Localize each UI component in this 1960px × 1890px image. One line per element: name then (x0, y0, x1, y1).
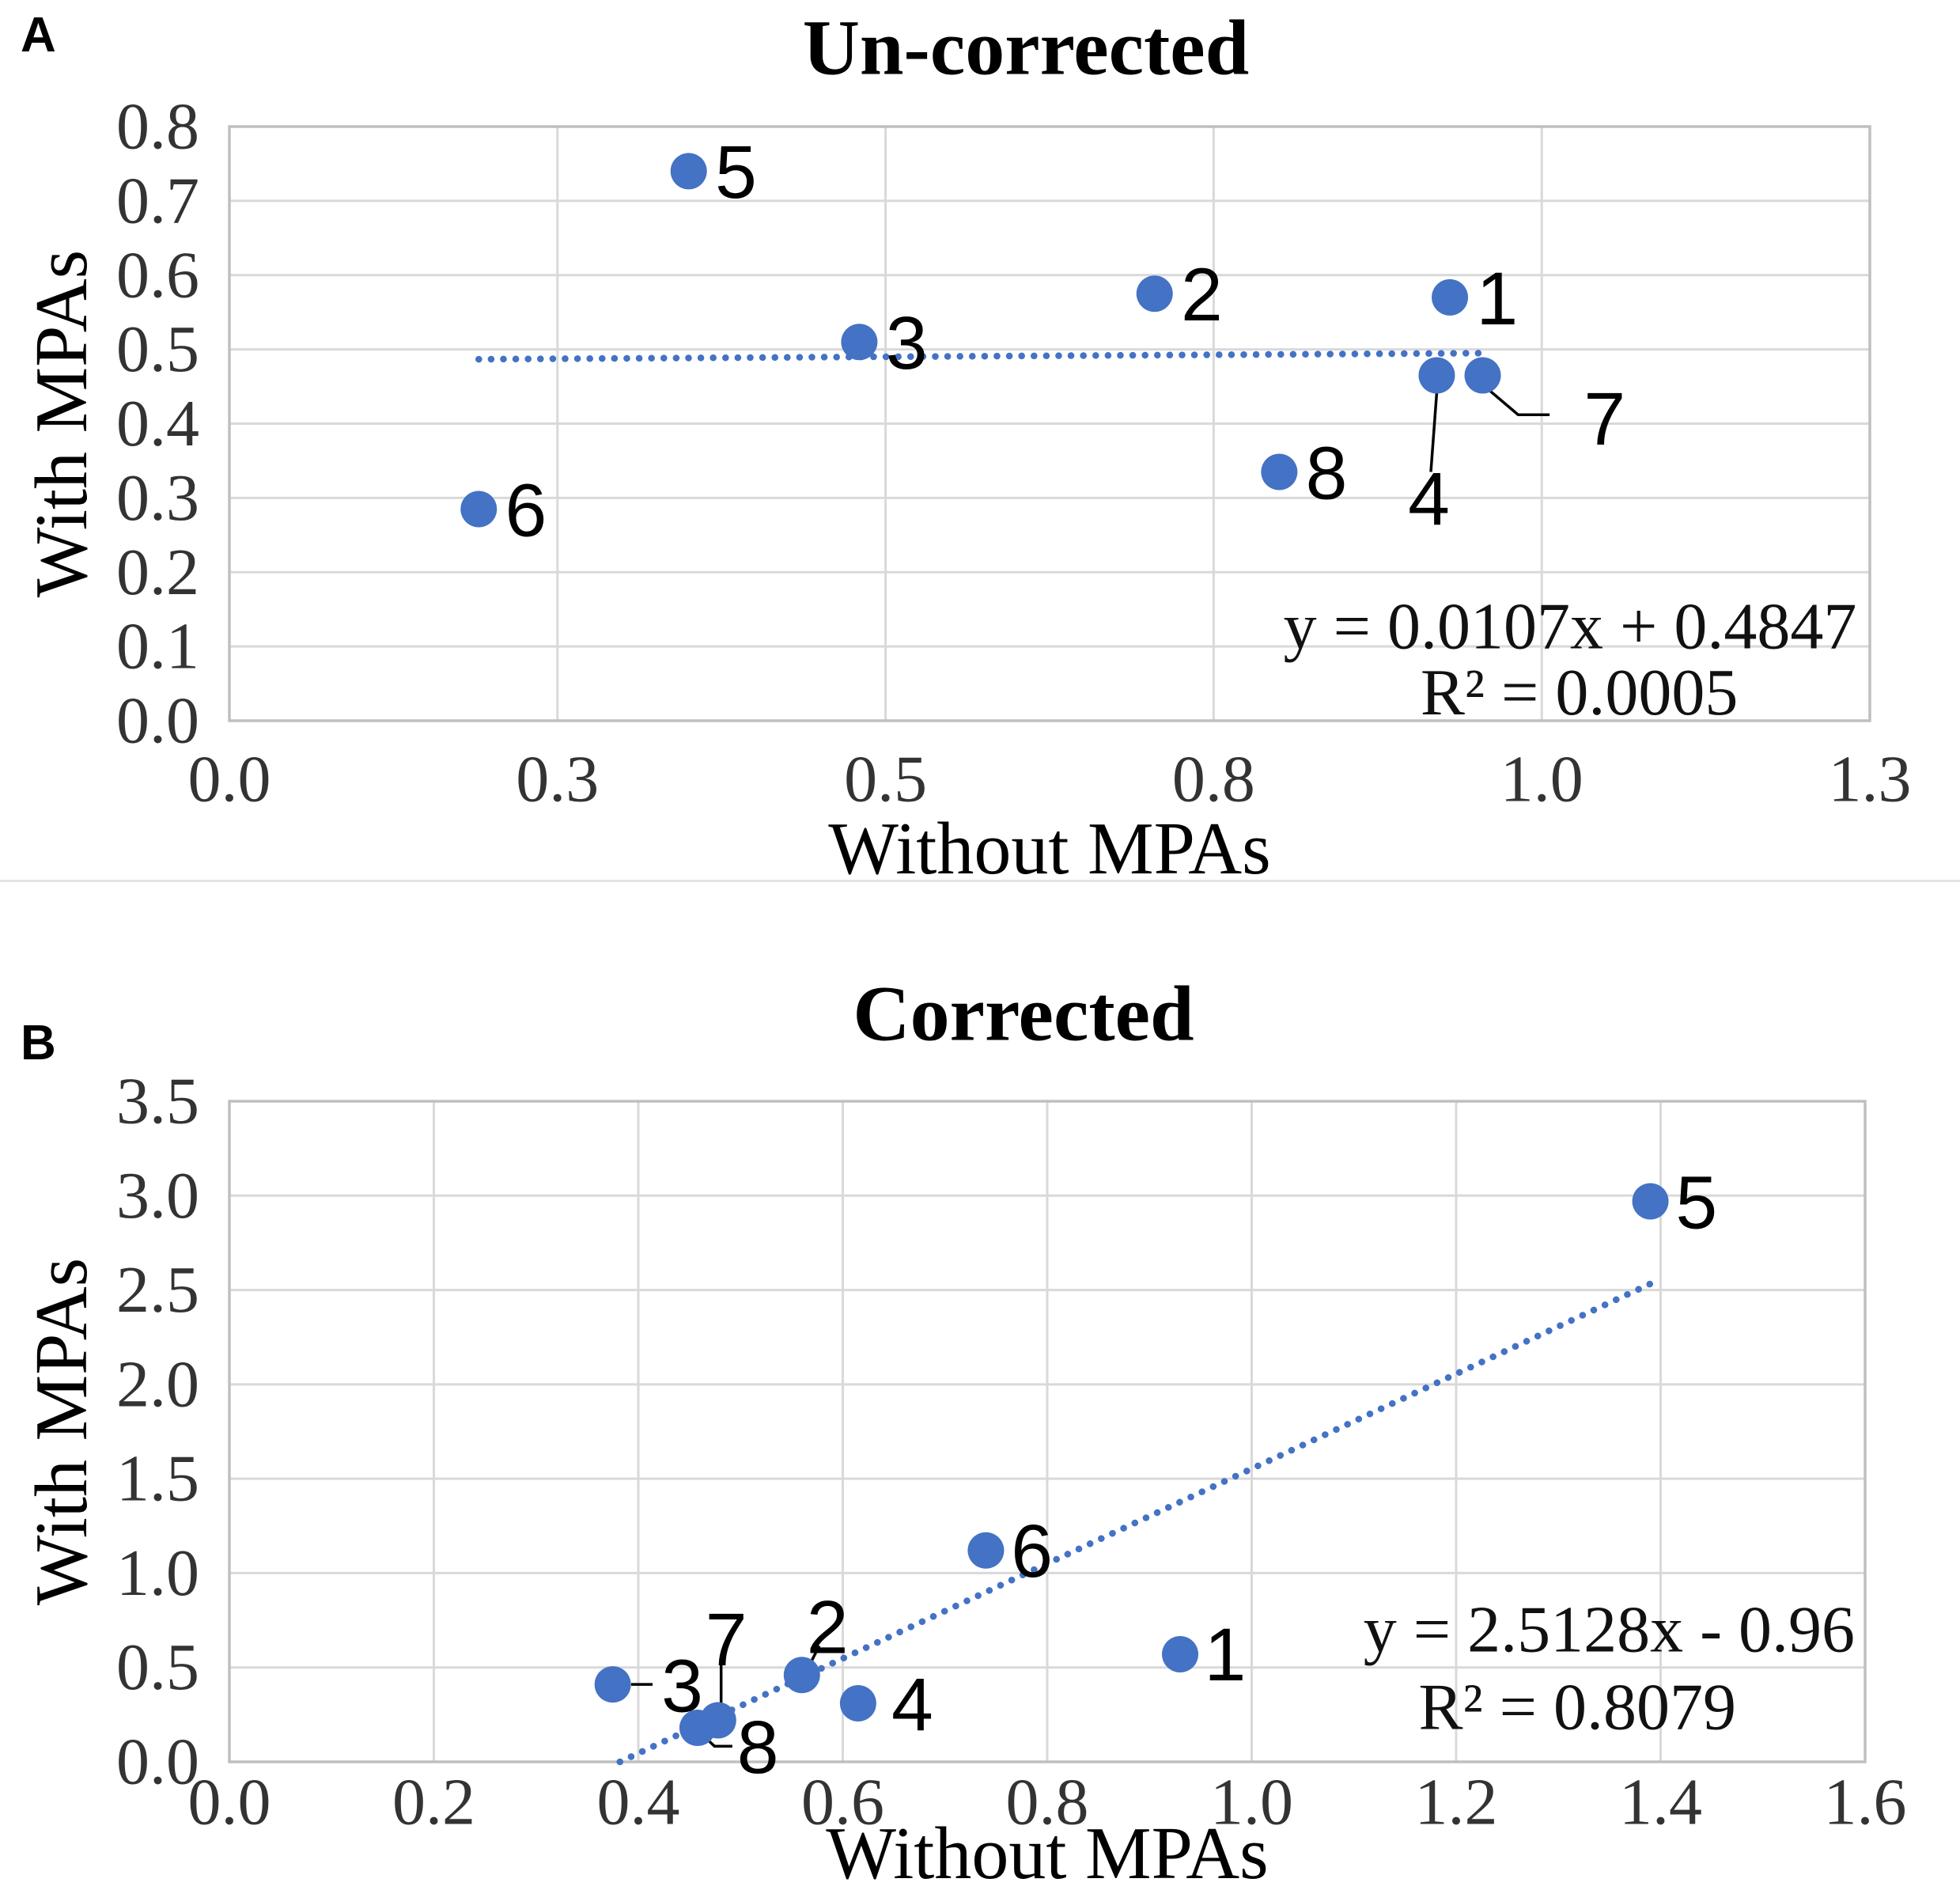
r-squared-value: R² = 0.8079 (1418, 1670, 1736, 1744)
data-point-label: 5 (715, 131, 757, 214)
data-point (839, 1685, 876, 1722)
x-tick-label: 0.0 (188, 1766, 271, 1839)
data-point (1136, 275, 1173, 312)
y-tick-label: 1.0 (116, 1536, 199, 1610)
x-tick-label: 0.5 (844, 743, 927, 816)
y-tick-label: 0.5 (116, 1631, 199, 1704)
data-point (1261, 453, 1298, 490)
x-tick-label: 1.6 (1824, 1766, 1907, 1839)
chart-title: Corrected (853, 970, 1194, 1058)
data-point-label: 5 (1675, 1161, 1717, 1244)
data-point-label: 2 (807, 1586, 849, 1670)
x-tick-label: 1.4 (1619, 1766, 1702, 1839)
x-tick-label: 0.3 (516, 743, 599, 816)
data-point-label: 1 (1476, 257, 1518, 341)
x-tick-label: 1.0 (1500, 743, 1584, 816)
panel-a-label: A (21, 8, 56, 62)
trendline (616, 1280, 1654, 1766)
trendline-equation: y = 0.0107x + 0.4847 (1284, 589, 1857, 663)
data-point-label: 2 (1181, 253, 1223, 337)
y-tick-label: 0.8 (116, 90, 199, 164)
y-tick-label: 0.1 (116, 610, 199, 684)
x-tick-label: 0.8 (1172, 743, 1255, 816)
data-point-label: 3 (886, 301, 928, 385)
x-tick-label: 1.3 (1829, 743, 1912, 816)
chart-title: Un-corrected (803, 4, 1250, 92)
data-point-label: 7 (706, 1598, 747, 1682)
panel-divider (0, 880, 1960, 882)
data-point-label: 1 (1204, 1613, 1246, 1697)
data-point-label: 6 (1011, 1509, 1053, 1593)
data-point (1162, 1636, 1199, 1673)
label-leader-line (1429, 392, 1439, 472)
x-tick-label: 0.2 (392, 1766, 475, 1839)
data-point-label: 3 (661, 1645, 703, 1729)
scatter-chart-corrected: 1 2 3 4 5 6 7 8 0.0 0.2 0.4 0.6 0.8 1.0 1.2 1.4 1.6 0.0 0.… (21, 970, 1907, 1890)
data-point-label: 8 (737, 1706, 779, 1790)
x-axis-title: Without MPAs (826, 1812, 1269, 1890)
data-point (783, 1657, 820, 1694)
y-tick-label: 0.0 (116, 1725, 199, 1799)
y-tick-label: 2.0 (116, 1347, 199, 1421)
data-point (1464, 357, 1501, 394)
y-tick-label: 1.5 (116, 1442, 199, 1516)
data-point (679, 1710, 716, 1747)
data-point (460, 490, 498, 528)
x-axis-title: Without MPAs (828, 808, 1271, 881)
x-tick-label: 0.8 (1006, 1766, 1089, 1839)
r-squared-value: R² = 0.0005 (1421, 656, 1739, 729)
y-tick-label: 0.7 (116, 164, 199, 237)
y-tick-label: 0.0 (116, 684, 199, 758)
x-tick-label: 0.6 (801, 1766, 884, 1839)
data-point (1632, 1183, 1669, 1220)
y-tick-label: 0.6 (116, 238, 199, 312)
data-point (1418, 357, 1455, 394)
data-point (841, 324, 878, 361)
data-point (670, 153, 707, 190)
data-point (1432, 278, 1469, 316)
plot-frame (228, 1100, 1867, 1763)
data-point-label: 6 (505, 468, 547, 552)
data-point (594, 1666, 631, 1703)
x-tick-label: 0.0 (188, 743, 271, 816)
data-point-label: 4 (891, 1663, 933, 1747)
y-axis-title: With MPAs (21, 1258, 103, 1605)
y-tick-label: 3.0 (116, 1159, 199, 1233)
data-point (967, 1532, 1005, 1569)
y-tick-label: 0.3 (116, 461, 199, 535)
y-tick-label: 0.2 (116, 536, 199, 609)
panel-b-label: B (21, 1016, 56, 1070)
data-point-label: 7 (1584, 377, 1625, 461)
x-tick-label: 0.4 (597, 1766, 680, 1839)
y-tick-label: 0.5 (116, 312, 199, 386)
trendline-equation: y = 2.5128x - 0.96 (1364, 1593, 1855, 1667)
y-tick-label: 0.4 (116, 387, 199, 460)
label-leader-line (1485, 387, 1550, 416)
data-point-label: 8 (1306, 431, 1348, 515)
y-tick-label: 2.5 (116, 1253, 199, 1327)
data-point-label: 4 (1408, 457, 1450, 541)
x-tick-label: 1.0 (1210, 1766, 1293, 1839)
plot-frame (228, 125, 1871, 722)
x-tick-label: 1.2 (1415, 1766, 1498, 1839)
y-axis-title: With MPAs (21, 250, 103, 597)
y-tick-label: 3.5 (116, 1065, 199, 1138)
trendline (475, 350, 1486, 363)
